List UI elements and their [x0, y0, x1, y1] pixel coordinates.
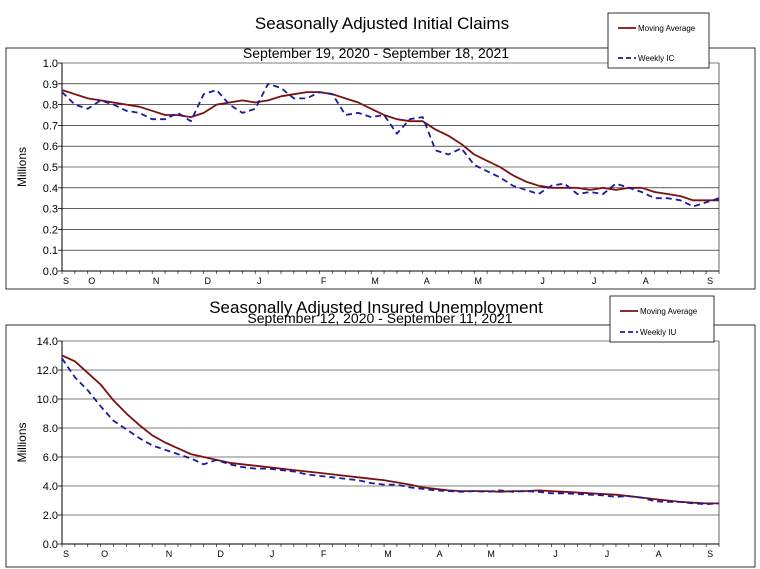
- y-tick-label: 1.0: [43, 58, 58, 70]
- legend: Moving Average Weekly IU: [609, 295, 715, 343]
- legend-label: Weekly IC: [638, 54, 675, 63]
- y-tick-label: 0.3: [43, 204, 58, 216]
- y-tick-label: 0.0: [43, 266, 58, 278]
- y-tick-label: 0.9: [43, 79, 58, 91]
- y-tick-label: 0.6: [43, 141, 58, 153]
- x-month-label: A: [643, 276, 649, 286]
- x-month-label: S: [63, 549, 69, 559]
- series-line-weekly-ic: [61, 82, 720, 208]
- y-tick-label: 0.0: [43, 539, 58, 551]
- x-month-label: F: [321, 549, 327, 559]
- legend-box: [607, 12, 710, 69]
- chart-subtitle: September 19, 2020 - September 18, 2021: [243, 45, 509, 61]
- series-line-weekly-iu: [61, 357, 720, 506]
- x-month-label: S: [63, 276, 69, 286]
- y-tick-label: 0.1: [43, 245, 58, 257]
- x-month-label: O: [88, 276, 95, 286]
- y-tick-label: 10.0: [37, 394, 58, 406]
- x-month-label: A: [437, 549, 443, 559]
- series-line-moving-average: [61, 354, 719, 505]
- y-tick-label: 0.8: [43, 100, 58, 112]
- chart-2: 0.0 2.0 4.0 6.0 8.0 10.0 12.0 14.0 S O N D J F M A M J J A S…: [5, 295, 756, 568]
- chart-subtitle: September 12, 2020 - September 11, 2021: [247, 310, 512, 326]
- chart-frame: [5, 324, 756, 568]
- chart-1: 0.0 0.1 0.2 0.3 0.4 0.5 0.6 0.7 0.8 0.9 1.0 S O N D J F M…: [5, 12, 756, 290]
- legend-label: Weekly IU: [640, 328, 677, 337]
- x-month-label: A: [656, 549, 662, 559]
- x-month-label: N: [166, 549, 173, 559]
- series-line-moving-average: [61, 89, 719, 202]
- x-month-label: J: [540, 276, 545, 286]
- chart-title: Seasonally Adjusted Initial Claims: [255, 14, 509, 33]
- x-month-label: M: [371, 276, 379, 286]
- x-month-label: J: [605, 549, 610, 559]
- y-tick-label: 4.0: [43, 481, 58, 493]
- chart-title: Seasonally Adjusted Insured Unemployment: [209, 298, 543, 317]
- legend-box: [609, 295, 715, 343]
- legend: Moving Average Weekly IC: [607, 12, 710, 69]
- x-month-label: S: [707, 276, 713, 286]
- x-month-label: D: [204, 276, 211, 286]
- y-tick-label: 0.2: [43, 224, 58, 236]
- x-month-label: M: [384, 549, 392, 559]
- y-tick-label: 0.4: [43, 183, 58, 195]
- x-month-label: S: [707, 549, 713, 559]
- y-tick-label: 8.0: [43, 423, 58, 435]
- x-month-label: J: [257, 276, 262, 286]
- y-axis-label: Millions: [15, 147, 29, 187]
- y-tick-label: 12.0: [37, 365, 58, 377]
- x-month-label: F: [321, 276, 327, 286]
- legend-label: Moving Average: [640, 307, 698, 316]
- y-tick-label: 0.5: [43, 162, 58, 174]
- legend-label: Moving Average: [638, 24, 696, 33]
- x-month-label: J: [592, 276, 597, 286]
- x-month-label: N: [153, 276, 160, 286]
- x-month-label: A: [424, 276, 430, 286]
- y-tick-label: 0.7: [43, 120, 58, 132]
- y-tick-label: 2.0: [43, 510, 58, 522]
- y-axis-label: Millions: [15, 422, 29, 462]
- x-month-label: M: [487, 549, 495, 559]
- x-month-label: M: [474, 276, 482, 286]
- chart-frame: [5, 47, 756, 290]
- x-month-label: J: [270, 549, 275, 559]
- y-tick-label: 14.0: [37, 336, 58, 348]
- x-month-label: D: [217, 549, 224, 559]
- y-tick-label: 6.0: [43, 452, 58, 464]
- x-month-label: O: [101, 549, 108, 559]
- x-month-label: J: [553, 549, 558, 559]
